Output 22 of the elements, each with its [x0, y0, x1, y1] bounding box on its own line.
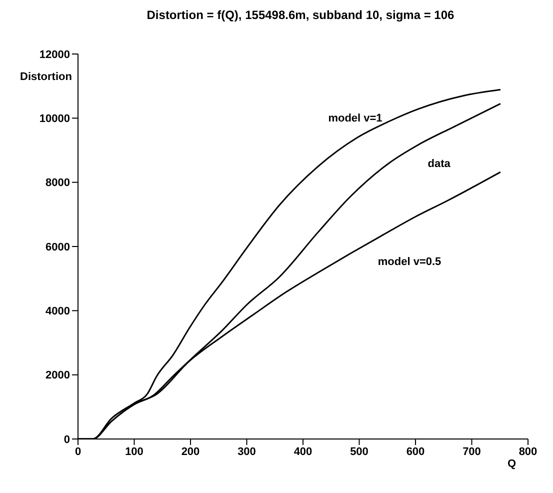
x-axis-title: Q — [507, 458, 516, 470]
x-tick-label: 0 — [74, 446, 82, 458]
y-tick-label: 4000 — [46, 306, 70, 318]
x-tick-label: 200 — [181, 446, 200, 458]
y-tick-label: 8000 — [46, 177, 70, 190]
series-label: model v=1 — [328, 112, 382, 124]
x-tick-label: 600 — [406, 446, 425, 458]
series-label: data — [428, 158, 452, 170]
y-tick-label: 2000 — [46, 370, 70, 382]
y-axis-title: Distortion — [20, 71, 72, 83]
series-label: model v=0.5 — [378, 256, 442, 268]
x-tick-label: 500 — [350, 446, 368, 458]
x-tick-label: 800 — [518, 446, 538, 458]
chart-title: Distortion = f(Q), 155498.6m, subband 10, sigma = 106 — [146, 8, 456, 24]
y-tick-label: 6000 — [46, 241, 70, 254]
y-tick-label: 10000 — [39, 113, 70, 126]
x-tick-label: 700 — [462, 446, 481, 458]
x-tick-label: 400 — [294, 446, 312, 458]
y-tick-label: 12000 — [39, 48, 70, 61]
x-tick-label: 300 — [238, 446, 256, 458]
y-tick-label: 0 — [64, 434, 70, 446]
x-tick-label: 100 — [125, 446, 144, 458]
